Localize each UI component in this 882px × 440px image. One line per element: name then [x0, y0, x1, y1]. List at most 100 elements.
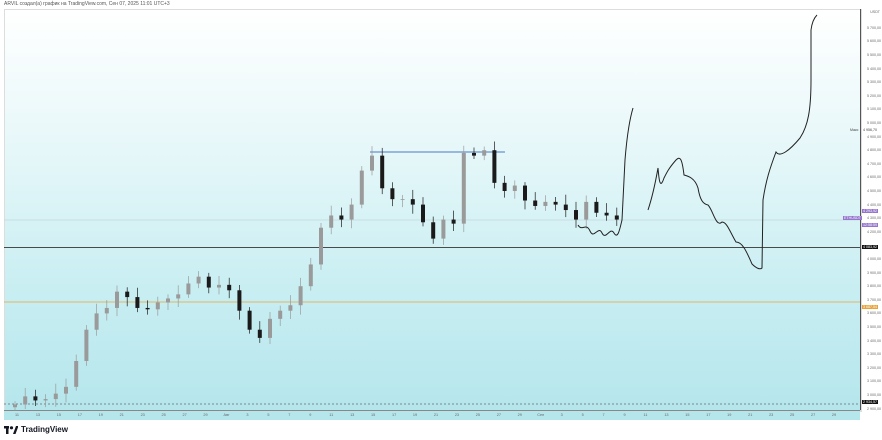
time-tick: 23	[140, 413, 145, 417]
candle	[23, 387, 28, 410]
price-tick: 5 000,00	[867, 121, 881, 125]
candle	[349, 198, 354, 229]
candle	[594, 197, 599, 217]
price-tick: 3 200,00	[867, 365, 881, 370]
candle	[176, 285, 181, 308]
time-tick: 15	[371, 413, 376, 417]
candle-body	[155, 302, 160, 310]
candle-body	[543, 201, 548, 206]
candle-body	[64, 386, 68, 394]
tradingview-logo[interactable]: TradingView	[4, 425, 68, 434]
time-tick: 19	[98, 413, 103, 417]
price-tick: 5 200,00	[867, 93, 881, 98]
candle	[523, 182, 527, 210]
candle-body	[247, 310, 252, 330]
time-tick: 13	[35, 413, 41, 417]
candle-body	[451, 219, 456, 224]
candle	[502, 175, 507, 198]
max-label: Макс	[850, 127, 859, 132]
time-tick: 29	[517, 413, 522, 417]
candle	[206, 272, 211, 294]
price-axis[interactable]: USDT 5 700,00 5 600,00 5 500,00 5 400,00 5 3…	[860, 9, 882, 411]
candle	[339, 207, 344, 228]
time-tick: 21	[748, 413, 753, 417]
candle-body	[441, 219, 446, 239]
price-tick: 4 700,00	[867, 161, 881, 166]
orange-price-tag: 3 687,54	[862, 305, 878, 309]
candle-body	[206, 276, 211, 288]
time-tick: 15	[685, 413, 690, 417]
candle	[380, 147, 385, 195]
time-tick: 3	[246, 413, 249, 417]
candle-body	[563, 204, 568, 211]
candle	[288, 295, 293, 319]
time-tick: 27	[810, 413, 816, 417]
candle-body	[176, 294, 181, 299]
candle-body	[217, 284, 221, 288]
candle-body	[23, 396, 28, 405]
tradingview-logo-icon	[4, 425, 18, 434]
chart-pane[interactable]	[4, 9, 862, 412]
candle	[553, 196, 558, 211]
time-tick: 25	[790, 413, 795, 417]
candle	[308, 257, 313, 291]
candle	[278, 305, 283, 327]
time-tick: 3	[560, 413, 563, 417]
candle-body	[288, 305, 293, 311]
candle-body	[257, 329, 262, 338]
last-price-tag: 4 293,92	[862, 209, 878, 213]
candle-body	[196, 276, 201, 284]
time-tick: 21	[433, 413, 439, 417]
time-tick: 19	[412, 413, 418, 417]
time-tick: 5	[267, 413, 270, 417]
time-tick: 17	[77, 413, 82, 417]
candle	[135, 287, 140, 313]
candle	[268, 312, 272, 344]
price-tick: 3 600,00	[867, 311, 881, 316]
candle-body	[584, 201, 589, 220]
time-axis[interactable]: 11 13 15 17 19 21 23 25 27 29 Авг 3 5 7 9 11 13 15 17 19 21 2…	[4, 410, 860, 420]
candle	[400, 194, 405, 208]
chart-caption: ARVIL создал(а) график на TradingView.co…	[4, 1, 170, 7]
candle-body	[431, 222, 436, 239]
candle-body	[472, 152, 476, 156]
candle-body	[53, 393, 58, 400]
time-tick: 11	[15, 413, 19, 417]
candle	[421, 197, 425, 227]
time-tick: 23	[769, 413, 774, 417]
time-tick: 25	[475, 413, 481, 417]
candle-body	[390, 188, 395, 200]
price-tick: 5 700,00	[867, 25, 881, 30]
candle-body	[502, 182, 507, 191]
candle-body	[604, 212, 609, 216]
candle-body	[74, 361, 79, 387]
candle-body	[43, 399, 48, 401]
brand-name: TradingView	[21, 425, 68, 434]
candle-body	[329, 215, 334, 228]
candle	[217, 276, 221, 295]
candle	[257, 321, 262, 343]
candle-body	[115, 291, 119, 308]
price-tick: 4 600,00	[867, 175, 881, 180]
candle	[329, 205, 334, 235]
candle-body	[33, 396, 38, 401]
price-tick: 4 800,00	[867, 148, 881, 153]
candle-body	[339, 215, 344, 220]
price-tick: 3 000,00	[867, 393, 881, 397]
candle-body	[614, 215, 619, 220]
candle-body	[145, 307, 150, 310]
price-tick: 4 400,00	[867, 202, 881, 207]
time-tick: 23	[454, 413, 460, 417]
currency-label: USDT	[870, 10, 880, 14]
candle-body	[349, 204, 354, 220]
candle	[512, 180, 517, 199]
candle-body	[482, 150, 487, 156]
candle	[441, 215, 446, 245]
time-tick: 27	[182, 413, 187, 417]
candle	[196, 271, 201, 289]
candle	[94, 303, 99, 336]
candle	[155, 296, 160, 316]
candle	[319, 222, 323, 270]
time-tick: 13	[664, 413, 669, 417]
candle-body	[574, 210, 578, 220]
